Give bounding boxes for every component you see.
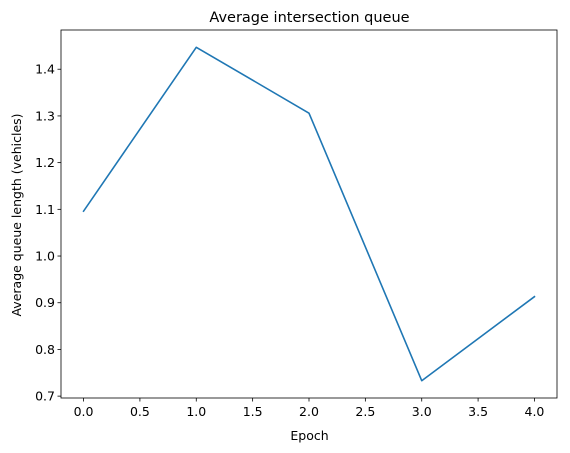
y-tick-label: 1.1 bbox=[35, 202, 55, 217]
y-tick-label: 0.9 bbox=[35, 295, 55, 310]
x-tick-label: 2.5 bbox=[355, 404, 375, 419]
chart-title: Average intersection queue bbox=[209, 10, 409, 26]
y-tick-label: 1.4 bbox=[35, 62, 55, 77]
x-tick-label: 3.0 bbox=[412, 404, 432, 419]
x-tick-label: 1.0 bbox=[186, 404, 206, 419]
series-line bbox=[82, 46, 536, 382]
y-tick-label: 1.3 bbox=[35, 108, 55, 123]
y-tick-label: 1.0 bbox=[35, 249, 55, 264]
data-point bbox=[308, 112, 310, 114]
y-tick-label: 1.2 bbox=[35, 155, 55, 170]
y-tick-label: 0.7 bbox=[35, 389, 55, 404]
x-axis-label: Epoch bbox=[290, 428, 328, 443]
data-point bbox=[83, 210, 85, 212]
x-tick-label: 3.5 bbox=[468, 404, 488, 419]
x-tick-label: 1.5 bbox=[243, 404, 263, 419]
x-tick-label: 0.5 bbox=[130, 404, 150, 419]
x-tick-label: 0.0 bbox=[74, 404, 94, 419]
y-tick-label: 0.8 bbox=[35, 342, 55, 357]
data-point bbox=[195, 46, 197, 48]
y-axis-label: Average queue length (vehicles) bbox=[9, 113, 24, 316]
plot-area: 0.0 0.5 1.0 1.5 2.0 2.5 3.0 3.5 4.0 0.7 0.8 0.9 1.0 1… bbox=[35, 29, 558, 419]
x-tick-label: 4.0 bbox=[525, 404, 545, 419]
x-tick-label: 2.0 bbox=[299, 404, 319, 419]
data-point bbox=[534, 296, 536, 298]
data-point bbox=[421, 380, 423, 382]
